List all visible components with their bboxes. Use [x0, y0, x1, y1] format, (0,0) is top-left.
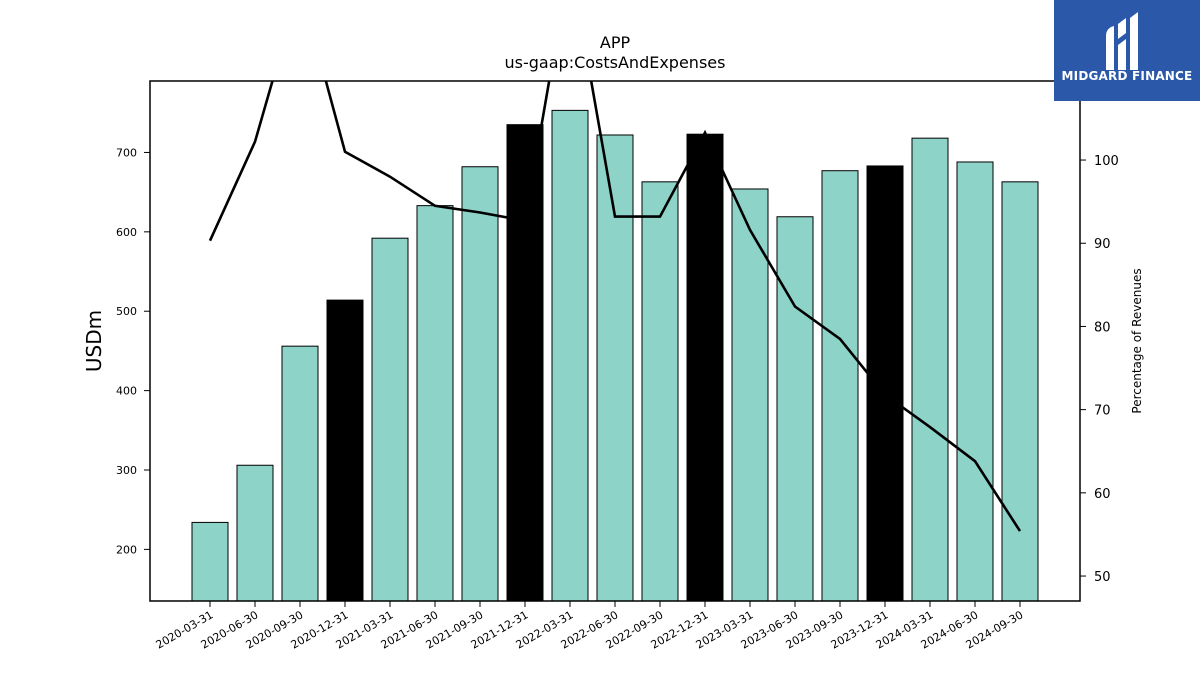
bar-layer	[191, 109, 1039, 602]
bar	[371, 237, 409, 602]
y-axis-label: USDm	[82, 310, 106, 372]
y-tick-label: 700	[116, 146, 137, 159]
bar	[326, 299, 364, 602]
y2-tick-label: 80	[1094, 320, 1111, 335]
bar	[776, 216, 814, 602]
y-tick-label: 600	[116, 226, 137, 239]
line-series	[208, 81, 1022, 532]
y2-tick-label: 90	[1094, 237, 1111, 252]
bar	[506, 124, 544, 602]
y2-tick-label: 60	[1094, 487, 1111, 502]
bar	[911, 137, 949, 602]
bar	[416, 205, 454, 602]
bar	[641, 181, 679, 602]
bar	[191, 521, 229, 602]
bar	[1001, 181, 1039, 602]
bar	[596, 134, 634, 602]
bar	[821, 170, 859, 602]
logo-mark-icon	[1106, 12, 1138, 70]
x-axis: 2020-03-312020-06-302020-09-302020-12-31…	[154, 601, 1026, 652]
y2-axis-label: Percentage of Revenues	[1130, 268, 1144, 413]
bar	[866, 165, 904, 602]
y-tick-label: 500	[116, 305, 137, 318]
bar	[956, 161, 994, 602]
logo-text: MIDGARD FINANCE	[1061, 69, 1193, 83]
left-axis: 200 300 400 500 600 700	[116, 146, 150, 556]
y2-tick-label: 100	[1094, 154, 1119, 169]
bar	[461, 166, 499, 602]
y-tick-label: 200	[116, 543, 137, 556]
y-tick-label: 300	[116, 464, 137, 477]
bar	[731, 188, 769, 602]
chart-subtitle: us-gaap:CostsAndExpenses	[505, 53, 726, 72]
brand-logo: MIDGARD FINANCE	[1054, 0, 1200, 101]
y-tick-label: 400	[116, 385, 137, 398]
bar	[551, 109, 589, 602]
right-axis: 50 60 70 80 90 100	[1080, 154, 1119, 585]
y2-tick-label: 50	[1094, 570, 1111, 585]
bar	[281, 345, 319, 602]
y2-tick-label: 70	[1094, 404, 1111, 419]
chart-title: APP	[600, 33, 631, 52]
line-layer	[208, 81, 1022, 532]
bar	[236, 464, 274, 602]
bar	[686, 133, 724, 602]
